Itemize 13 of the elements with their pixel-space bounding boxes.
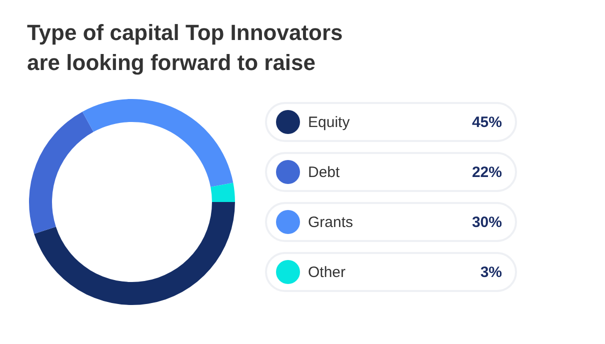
data-label: 45% — [472, 114, 502, 131]
legend-label: Equity — [308, 114, 350, 131]
chart-title: Type of capital Top Innovators are looking forward to raise — [27, 20, 343, 75]
data-label: 3% — [480, 264, 502, 281]
data-label: 30% — [472, 214, 502, 231]
legend-label: Other — [308, 264, 346, 281]
legend-label: Debt — [308, 164, 341, 181]
donut-slice — [29, 112, 94, 234]
data-label: 22% — [472, 164, 502, 181]
donut-slice — [210, 182, 235, 202]
donut-slice — [34, 202, 235, 305]
legend-label: Grants — [308, 214, 354, 231]
donut-slice — [82, 99, 234, 188]
